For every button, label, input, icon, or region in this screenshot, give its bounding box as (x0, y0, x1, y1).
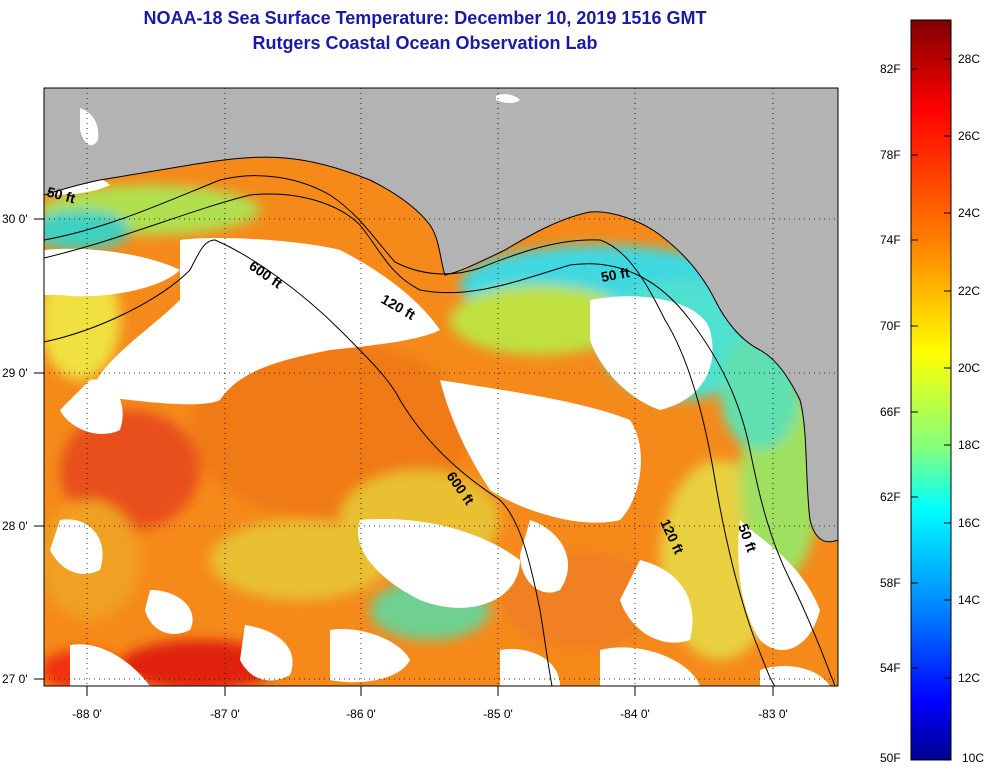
colorbar-c-label: 22C (958, 284, 980, 298)
lon-tick-label: -85 0' (483, 707, 513, 721)
colorbar-c-label: 10C (962, 751, 984, 765)
lon-tick-label: -87 0' (210, 707, 240, 721)
colorbar-f-label: 70F (880, 319, 901, 333)
contour-label: 50 ft (45, 183, 77, 206)
colorbar-f-label: 82F (880, 62, 901, 76)
contour-label: 50 ft (600, 264, 631, 285)
lon-tick-label: -88 0' (72, 707, 102, 721)
map-subtitle: Rutgers Coastal Ocean Observation Lab (252, 33, 598, 53)
cloud-mask (44, 174, 830, 686)
colorbar-f-label: 66F (880, 405, 901, 419)
lat-tick-label: 30 0' (2, 212, 28, 226)
lat-tick-label: 28 0' (2, 519, 28, 533)
colorbar-c-label: 28C (958, 52, 980, 66)
colorbar-c-label: 18C (958, 438, 980, 452)
colorbar-c-label: 14C (958, 593, 980, 607)
colorbar-f-label: 50F (880, 751, 901, 765)
colorbar-c-label: 16C (958, 516, 980, 530)
land-mass (44, 88, 838, 543)
colorbar-c-label: 24C (958, 206, 980, 220)
colorbar-c-label: 20C (958, 361, 980, 375)
lat-tick-label: 27 0' (2, 672, 28, 686)
colorbar-c-label: 12C (958, 671, 980, 685)
colorbar-f-label: 78F (880, 148, 901, 162)
lon-tick-label: -86 0' (346, 707, 376, 721)
bathymetry-contours (44, 175, 836, 686)
map-frame (43, 87, 839, 687)
axis-ticks (34, 218, 774, 696)
lat-tick-label: 29 0' (2, 366, 28, 380)
map-title: NOAA-18 Sea Surface Temperature: Decembe… (143, 8, 707, 28)
inland-water (496, 94, 520, 103)
colorbar-f-label: 62F (880, 490, 901, 504)
colorbar-f-label: 54F (880, 661, 901, 675)
lon-tick-label: -83 0' (758, 707, 788, 721)
colorbar-c-label: 26C (958, 129, 980, 143)
colorbar-f-label: 74F (880, 233, 901, 247)
inland-water (80, 108, 99, 146)
colorbar-f-label: 58F (880, 576, 901, 590)
lon-tick-label: -84 0' (620, 707, 650, 721)
colorbar-gradient (910, 19, 952, 761)
